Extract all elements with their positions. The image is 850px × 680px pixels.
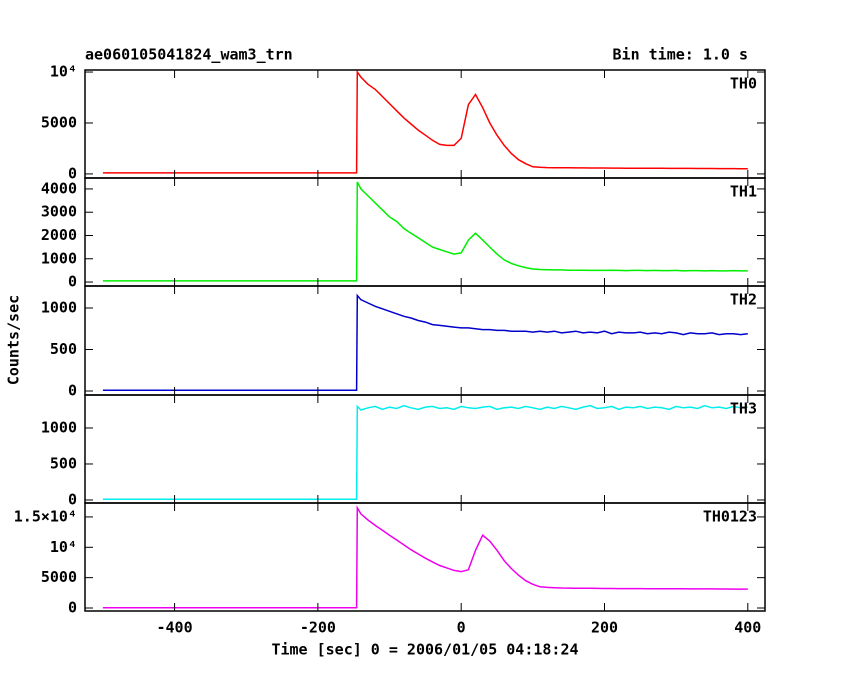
y-tick-label: 1000: [41, 249, 77, 267]
light-curve: [102, 404, 748, 501]
panel-frame: [84, 394, 766, 504]
panel-frame: [84, 285, 766, 396]
y-tick-label: 500: [50, 340, 77, 358]
panel-frame: [84, 177, 766, 287]
y-tick-label: 4000: [41, 179, 77, 197]
y-tick-label: 3000: [41, 203, 77, 221]
panel-label: TH0: [730, 75, 757, 93]
panel-frame: [84, 69, 766, 179]
y-tick-label: 1000: [41, 418, 77, 436]
x-tick-label: -400: [157, 619, 193, 637]
chart-title: ae060105041824_wam3_trn: [85, 46, 293, 64]
light-curve: [102, 293, 748, 391]
x-tick-label: 200: [591, 619, 618, 637]
y-tick-label: 10⁴: [50, 538, 77, 556]
y-tick-label: 1000: [41, 298, 77, 316]
light-curve: [102, 505, 748, 609]
y-tick-label: 0: [68, 382, 77, 400]
y-tick-label: 500: [50, 454, 77, 472]
bin-time: Bin time: 1.0 s: [613, 46, 748, 64]
y-tick-label: 2000: [41, 226, 77, 244]
panel-frame: [84, 502, 766, 612]
y-tick-label: 0: [68, 273, 77, 291]
x-tick-label: -200: [300, 619, 336, 637]
panel-label: TH0123: [703, 508, 757, 526]
x-tick-label: 0: [457, 619, 466, 637]
y-axis-label: Counts/sec: [5, 295, 23, 385]
y-tick-label: 10⁴: [50, 63, 77, 81]
x-tick-label: 400: [734, 619, 761, 637]
y-tick-label: 5000: [41, 113, 77, 131]
x-axis-label: Time [sec] 0 = 2006/01/05 04:18:24: [271, 641, 578, 659]
y-tick-label: 0: [68, 164, 77, 182]
y-tick-label: 5000: [41, 568, 77, 586]
panel-label: TH3: [730, 400, 757, 418]
panel-label: TH1: [730, 183, 757, 201]
y-tick-label: 0: [68, 490, 77, 508]
panel-label: TH2: [730, 291, 757, 309]
y-tick-label: 0: [68, 599, 77, 617]
light-curve: [102, 181, 748, 282]
y-tick-label: 1.5×10⁴: [14, 507, 77, 525]
light-curve: [102, 69, 748, 174]
